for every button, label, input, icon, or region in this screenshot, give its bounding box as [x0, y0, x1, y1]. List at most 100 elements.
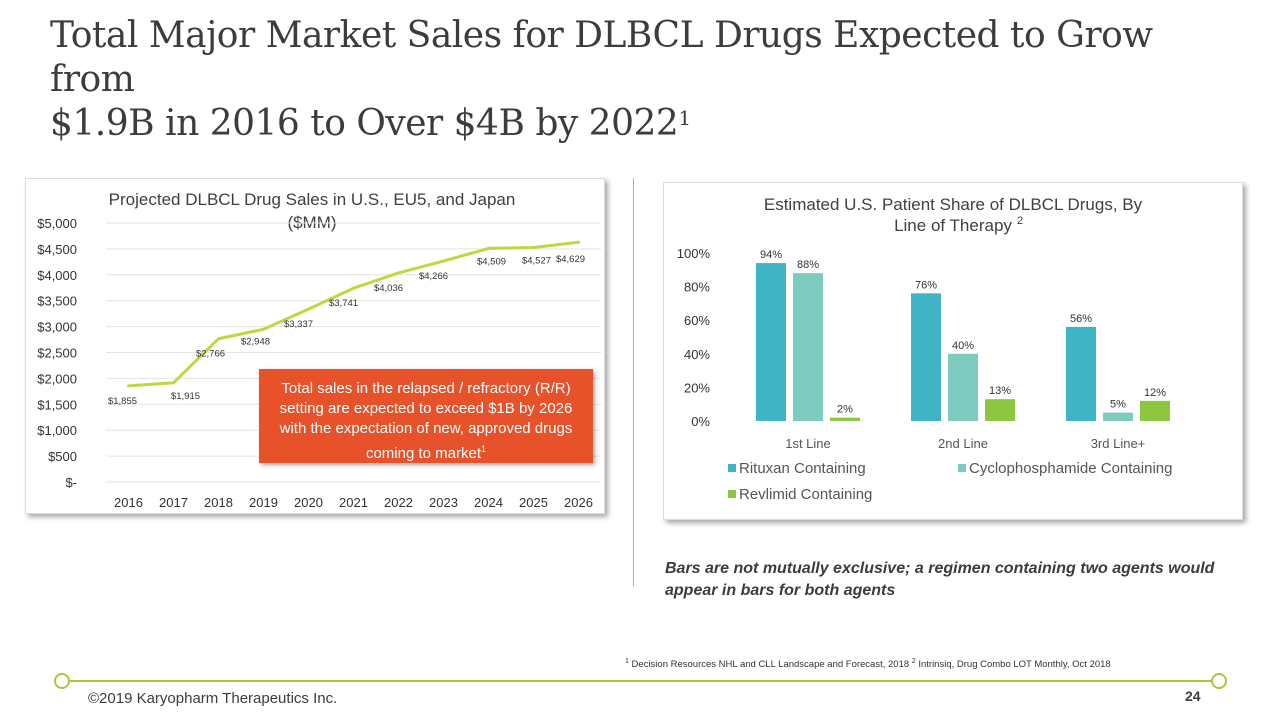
line-chart-x-tick: 2022 — [384, 495, 413, 510]
footnote-text2: Intrinsiq, Drug Combo LOT Monthly, Oct 2… — [918, 659, 1111, 671]
callout-line4-text: coming to market — [365, 445, 482, 462]
bar-data-label: 13% — [989, 385, 1011, 397]
sales-data-point — [397, 271, 400, 275]
sales-series-line — [128, 240, 579, 388]
legend-swatch — [958, 464, 966, 472]
line-chart-x-tick: 2016 — [114, 495, 143, 510]
bar-rituxan — [1066, 326, 1096, 421]
line-chart-y-tick: $3,000 — [37, 320, 77, 335]
legend-swatch — [728, 464, 736, 472]
sales-data-label: $1,855 — [108, 396, 137, 407]
patient-share-bar-chart: Estimated U.S. Patient Share of DLBCL Dr… — [677, 195, 1173, 503]
sales-data-label: $3,741 — [329, 298, 358, 309]
line-chart-x-tick: 2017 — [159, 495, 188, 510]
line-chart-y-tick: $2,500 — [37, 346, 77, 361]
line-chart-x-tick: 2018 — [204, 495, 233, 510]
footnote: 1 Decision Resources NHL and CLL Landsca… — [625, 658, 1235, 670]
sales-data-label: $4,036 — [374, 283, 403, 294]
bar-chart-title-line2: Line of Therapy — [894, 216, 1012, 235]
bar-chart-y-tick: 80% — [684, 280, 710, 295]
line-chart-x-tick: 2019 — [249, 495, 278, 510]
legend-swatch — [728, 490, 736, 498]
callout-line4: coming to market1 — [259, 439, 593, 464]
bar-chart-title-sup: 2 — [1017, 215, 1023, 227]
bar-chart-y-tick: 100% — [677, 246, 711, 261]
line-chart-y-tick: $500 — [48, 449, 77, 464]
vertical-divider — [633, 178, 634, 586]
slide-title-line1: Total Major Market Sales for DLBCL Drugs… — [50, 15, 1153, 100]
bar-chart-x-tick: 1st Line — [785, 436, 831, 451]
callout-line3: with the expectation of new, approved dr… — [279, 420, 573, 437]
bar-data-label: 56% — [1070, 313, 1092, 325]
sales-data-point — [532, 246, 535, 250]
sales-data-point — [577, 240, 580, 244]
callout-line2: setting are expected to exceed $1B by 20… — [279, 400, 573, 417]
legend-label: Rituxan Containing — [739, 460, 866, 477]
sales-data-point — [127, 384, 130, 388]
slide-title-line2: $1.9B in 2016 to Over $4B by 2022 — [50, 103, 679, 144]
bar-chart-title: Estimated U.S. Patient Share of DLBCL Dr… — [764, 195, 1143, 214]
bars-note: Bars are not mutually exclusive; a regim… — [665, 560, 1215, 599]
sales-data-point — [487, 246, 490, 250]
footnote-text1: Decision Resources NHL and CLL Landscape… — [631, 659, 910, 671]
bar-cyclophosphamide — [948, 353, 978, 421]
slide-title: Total Major Market Sales for DLBCL Drugs… — [50, 14, 1230, 146]
footer-line — [62, 680, 1218, 682]
line-chart-title: Projected DLBCL Drug Sales in U.S., EU5,… — [109, 190, 516, 209]
sales-data-label: $2,766 — [196, 349, 225, 360]
bar-data-label: 12% — [1144, 387, 1166, 399]
bar-chart-x-tick: 3rd Line+ — [1091, 436, 1146, 451]
sales-data-label: $4,527 — [522, 256, 551, 267]
bar-data-label: 5% — [1110, 399, 1126, 411]
legend-label: Cyclophosphamide Containing — [969, 460, 1172, 477]
sales-data-point — [217, 337, 220, 341]
line-chart-y-tick: $1,000 — [37, 423, 77, 438]
bar-rituxan — [911, 293, 941, 421]
line-chart-y-tick: $3,500 — [37, 294, 77, 309]
bar-chart-y-tick: 60% — [684, 313, 710, 328]
patient-share-panel: Estimated U.S. Patient Share of DLBCL Dr… — [663, 182, 1243, 520]
bar-cyclophosphamide — [1103, 412, 1133, 421]
sales-data-point — [307, 307, 310, 311]
bar-cyclophosphamide — [793, 273, 823, 421]
bar-revlimid — [985, 399, 1015, 421]
bar-data-label: 94% — [760, 249, 782, 261]
sales-chart-panel: Projected DLBCL Drug Sales in U.S., EU5,… — [25, 178, 605, 514]
line-chart-y-tick: $5,000 — [37, 216, 77, 231]
sales-data-label: $4,266 — [419, 271, 448, 282]
bar-rituxan — [756, 263, 786, 421]
line-chart-y-tick: $4,000 — [37, 268, 77, 283]
footer-dot-right — [1211, 673, 1227, 689]
callout-line4-sup: 1 — [481, 444, 487, 454]
footer-dot-left — [54, 673, 70, 689]
rr-callout: Total sales in the relapsed / refractory… — [259, 369, 593, 463]
sales-data-label: $4,629 — [556, 254, 585, 265]
line-chart-y-tick: $2,000 — [37, 371, 77, 386]
bar-revlimid — [830, 417, 860, 421]
bar-data-label: 88% — [797, 259, 819, 271]
slide-title-sup: 1 — [678, 106, 691, 130]
copyright: ©2019 Karyopharm Therapeutics Inc. — [88, 690, 338, 707]
page-number: 24 — [1185, 688, 1201, 704]
bar-revlimid — [1140, 400, 1170, 421]
sales-data-point — [352, 286, 355, 290]
legend-label: Revlimid Containing — [739, 486, 872, 503]
sales-data-point — [442, 259, 445, 263]
sales-data-label: $4,509 — [477, 256, 506, 267]
line-chart-x-tick: 2024 — [474, 495, 503, 510]
line-chart-x-tick: 2020 — [294, 495, 323, 510]
line-chart-y-tick: $1,500 — [37, 397, 77, 412]
sales-data-label: $1,915 — [171, 391, 200, 402]
bar-chart-y-tick: 40% — [684, 347, 710, 362]
bar-data-label: 76% — [915, 279, 937, 291]
line-chart-y-tick: $4,500 — [37, 242, 77, 257]
bar-data-label: 2% — [837, 404, 853, 416]
sales-data-point — [172, 381, 175, 385]
line-chart-x-tick: 2026 — [564, 495, 593, 510]
sales-data-label: $2,948 — [241, 336, 270, 347]
line-chart-x-tick: 2023 — [429, 495, 458, 510]
sales-data-point — [262, 327, 265, 331]
bar-chart-y-tick: 0% — [691, 414, 710, 429]
bar-chart-x-tick: 2nd Line — [938, 436, 988, 451]
footnote-sup1: 1 — [625, 658, 629, 665]
